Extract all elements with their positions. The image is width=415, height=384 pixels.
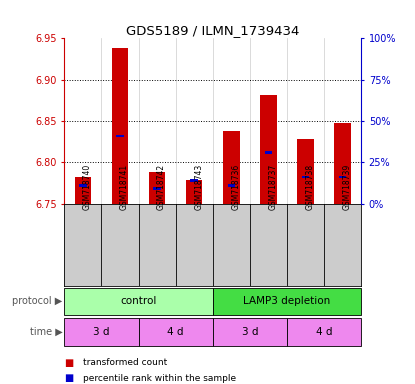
Bar bbox=[112, 48, 128, 204]
Text: GSM718738: GSM718738 bbox=[305, 164, 315, 210]
Bar bbox=[116, 134, 124, 137]
Text: GSM718736: GSM718736 bbox=[231, 164, 240, 210]
Bar bbox=[265, 151, 272, 154]
Bar bbox=[287, 318, 361, 346]
Bar bbox=[334, 122, 351, 204]
Text: 4 d: 4 d bbox=[167, 327, 184, 337]
Text: GSM718740: GSM718740 bbox=[83, 164, 92, 210]
Text: time ▶: time ▶ bbox=[29, 327, 62, 337]
Text: ■: ■ bbox=[64, 358, 73, 368]
Bar bbox=[64, 288, 213, 315]
Text: control: control bbox=[120, 296, 157, 306]
Bar bbox=[190, 179, 198, 182]
Bar bbox=[139, 318, 213, 346]
Bar bbox=[64, 318, 139, 346]
Text: percentile rank within the sample: percentile rank within the sample bbox=[83, 374, 236, 383]
Bar bbox=[213, 318, 287, 346]
Title: GDS5189 / ILMN_1739434: GDS5189 / ILMN_1739434 bbox=[126, 24, 299, 37]
Text: LAMP3 depletion: LAMP3 depletion bbox=[243, 296, 330, 306]
Text: protocol ▶: protocol ▶ bbox=[12, 296, 62, 306]
Text: ■: ■ bbox=[64, 373, 73, 383]
Text: 4 d: 4 d bbox=[316, 327, 332, 337]
Bar bbox=[297, 139, 314, 204]
Text: GSM718741: GSM718741 bbox=[120, 164, 129, 210]
Bar bbox=[302, 176, 309, 178]
Bar bbox=[213, 288, 361, 315]
Text: GSM718742: GSM718742 bbox=[157, 164, 166, 210]
Bar bbox=[260, 94, 277, 204]
Text: 3 d: 3 d bbox=[242, 327, 258, 337]
Text: GSM718743: GSM718743 bbox=[194, 164, 203, 210]
Bar bbox=[154, 187, 161, 190]
Text: 3 d: 3 d bbox=[93, 327, 110, 337]
Bar bbox=[75, 177, 91, 204]
Bar bbox=[149, 172, 166, 204]
Text: GSM718739: GSM718739 bbox=[342, 164, 352, 210]
Bar bbox=[227, 184, 235, 187]
Bar bbox=[79, 184, 87, 187]
Text: GSM718737: GSM718737 bbox=[269, 164, 277, 210]
Bar bbox=[223, 131, 239, 204]
Text: transformed count: transformed count bbox=[83, 358, 167, 367]
Bar bbox=[186, 180, 203, 204]
Bar bbox=[339, 176, 346, 178]
